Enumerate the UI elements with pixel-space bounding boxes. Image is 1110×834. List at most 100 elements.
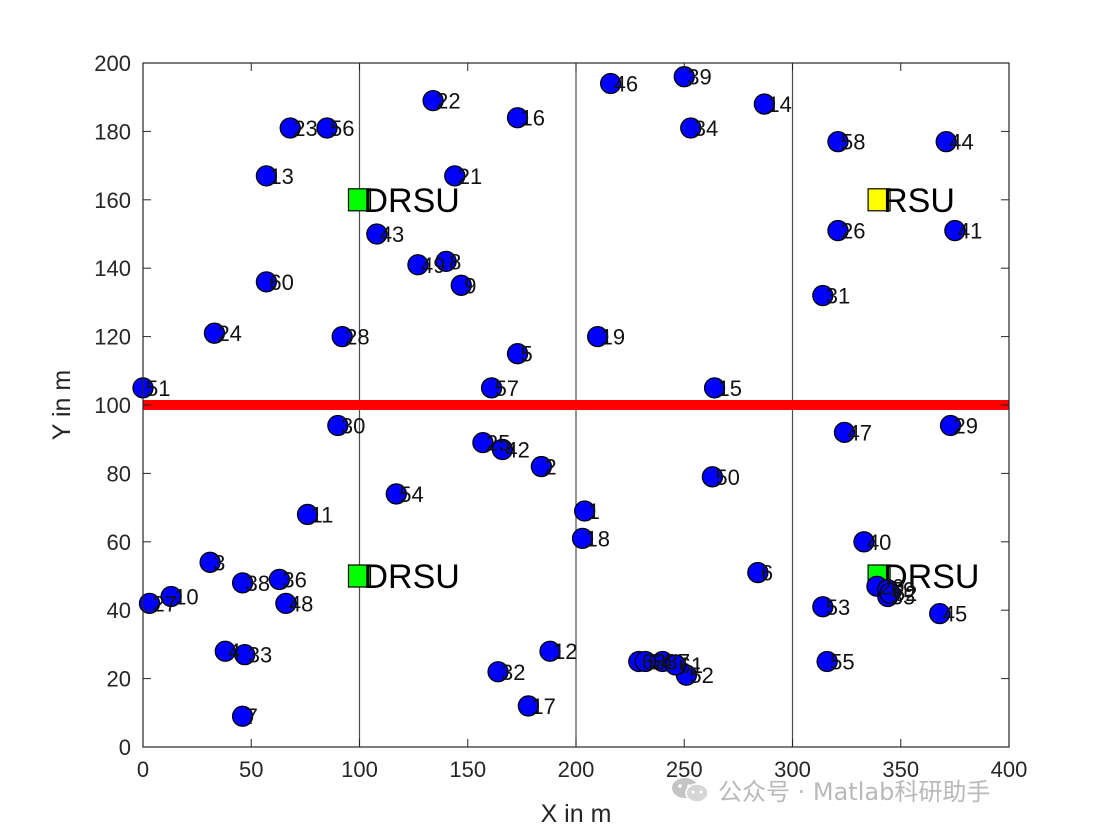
node-marker [571, 527, 594, 550]
node-marker [539, 640, 561, 662]
rsu-marker [867, 188, 891, 212]
node-label: 56 [330, 116, 354, 141]
node-marker [827, 131, 849, 153]
x-tick-label: 350 [882, 757, 919, 782]
node-label: 6 [761, 561, 773, 586]
node-marker [296, 503, 319, 526]
drsu-label: DRSU [364, 558, 460, 596]
node-label: 28 [345, 325, 369, 350]
node-label: 42 [505, 437, 529, 462]
drsu-marker [347, 188, 372, 212]
node-label: 3 [213, 550, 225, 575]
y-tick-label: 40 [107, 598, 131, 623]
node-marker [827, 219, 849, 242]
node-marker [944, 219, 966, 242]
node-marker [279, 117, 301, 139]
node-label: 29 [954, 414, 978, 439]
node-label: 41 [958, 219, 982, 244]
node-label: 5 [521, 342, 533, 367]
node-label: 16 [521, 106, 545, 131]
node-label: 44 [949, 130, 973, 155]
node-marker [385, 483, 407, 505]
node-label: 14 [767, 92, 791, 117]
node-marker [634, 650, 656, 673]
node-marker [701, 466, 724, 488]
node-label: 43 [380, 222, 404, 247]
node-marker [160, 585, 182, 608]
node-marker [703, 377, 726, 399]
node-marker [816, 650, 838, 673]
node-marker [753, 93, 776, 115]
drsu-label: DRSU [364, 182, 460, 220]
node-label: 49 [421, 253, 445, 278]
node-marker [316, 117, 338, 139]
node-label: 54 [399, 482, 423, 507]
node-label: 2 [544, 455, 556, 480]
node-marker [487, 661, 509, 683]
node-marker [935, 131, 957, 153]
node-label: 47 [847, 420, 871, 445]
node-marker [255, 165, 278, 187]
node-label: 45 [943, 602, 967, 627]
x-tick-label: 300 [774, 757, 811, 782]
node-marker [422, 89, 444, 112]
node-label: 12 [553, 639, 577, 664]
node-label: 23 [293, 116, 317, 141]
node-label: 22 [436, 89, 460, 114]
node-label: 24 [217, 321, 241, 346]
node-label: 50 [715, 465, 739, 490]
node-label: 30 [341, 414, 365, 439]
node-label: 59 [891, 578, 915, 603]
x-tick-label: 50 [239, 757, 263, 782]
node-label: 55 [830, 650, 854, 675]
node-label: 48 [289, 591, 313, 616]
node-marker [203, 322, 226, 344]
node-marker [234, 644, 256, 666]
node-marker [327, 414, 349, 437]
node-label: 53 [826, 595, 850, 620]
y-tick-label: 60 [107, 530, 131, 555]
node-marker [480, 377, 503, 399]
node-marker [574, 500, 596, 522]
node-marker [939, 414, 962, 437]
y-tick-label: 160 [94, 188, 131, 213]
y-tick-label: 200 [94, 51, 131, 76]
node-label: 33 [248, 643, 272, 668]
node-label: 8 [449, 249, 461, 274]
node-marker [680, 117, 702, 139]
node-marker [366, 223, 388, 245]
x-tick-label: 400 [991, 757, 1028, 782]
y-tick-label: 20 [107, 667, 131, 692]
node-label: 31 [826, 284, 850, 309]
node-marker [599, 72, 622, 95]
y-tick-label: 140 [94, 256, 131, 281]
node-label: 1 [588, 499, 600, 524]
node-label: 60 [269, 270, 293, 295]
node-marker [407, 254, 429, 276]
node-marker [812, 284, 834, 307]
y-tick-label: 180 [94, 119, 131, 144]
wechat-icon [670, 775, 710, 805]
node-label: 10 [174, 585, 198, 610]
node-marker [491, 438, 514, 461]
node-label: 37 [666, 650, 690, 675]
node-marker [435, 250, 457, 273]
y-tick-label: 80 [107, 461, 131, 486]
node-marker [331, 325, 353, 348]
x-tick-label: 150 [449, 757, 486, 782]
node-label: 58 [841, 130, 865, 155]
node-marker [747, 561, 769, 584]
node-marker [268, 568, 291, 591]
node-marker [199, 551, 221, 573]
node-marker [853, 531, 875, 553]
node-label: 13 [269, 164, 293, 189]
node-marker [444, 165, 466, 187]
node-marker [138, 592, 161, 615]
node-marker [517, 695, 540, 717]
node-label: 46 [614, 72, 638, 97]
node-marker [879, 582, 901, 604]
node-marker [812, 596, 834, 618]
node-marker [587, 325, 609, 348]
